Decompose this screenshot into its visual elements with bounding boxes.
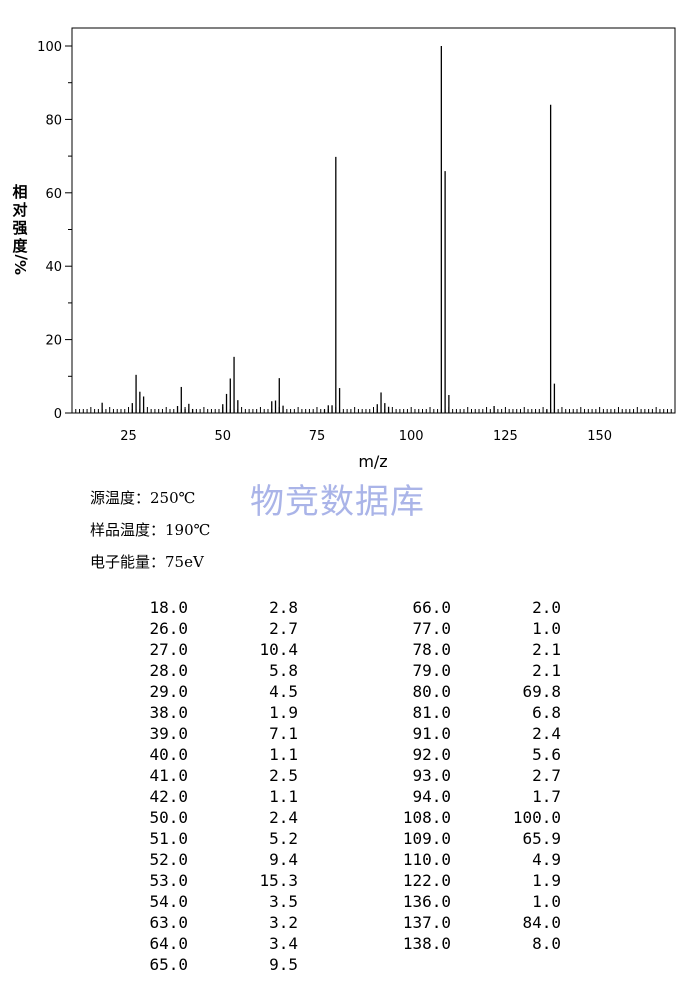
peak-mz: 138.0	[402, 934, 451, 953]
peak-mz: 80.0	[412, 682, 451, 701]
peak-mz: 54.0	[149, 892, 188, 911]
peak-intensity: 2.4	[532, 724, 561, 743]
y-tick-label: 20	[45, 334, 62, 349]
peak-intensity: 2.7	[532, 766, 561, 785]
peak-mz: 136.0	[402, 892, 451, 911]
y-axis-label-char: 对	[12, 201, 27, 219]
peak-mz: 52.0	[149, 850, 188, 869]
peak-mz: 64.0	[149, 934, 188, 953]
peak-mz: 92.0	[412, 745, 451, 764]
peak-intensity: 1.1	[269, 787, 298, 806]
y-tick-labels: 0 20 40 60 80 100	[37, 40, 72, 422]
peak-mz: 77.0	[412, 619, 451, 638]
peak-intensity: 2.8	[269, 598, 298, 617]
peak-intensity: 1.0	[532, 892, 561, 911]
peak-intensity: 3.2	[269, 913, 298, 932]
peak-intensity: 3.4	[269, 934, 298, 953]
peak-mz: 39.0	[149, 724, 188, 743]
source-temperature: 源温度：250℃	[90, 489, 196, 507]
watermark: 物竞数据库	[250, 482, 425, 522]
peak-intensity: 2.7	[269, 619, 298, 638]
peak-intensity: 4.9	[532, 850, 561, 869]
peak-mz: 50.0	[149, 808, 188, 827]
peak-intensity: 100.0	[512, 808, 561, 827]
peak-intensity: 1.1	[269, 745, 298, 764]
peak-bars	[101, 46, 556, 413]
x-tick-label: 100	[399, 429, 424, 444]
peak-mz: 40.0	[149, 745, 188, 764]
peak-mz: 51.0	[149, 829, 188, 848]
peak-intensity: 69.8	[522, 682, 561, 701]
peak-mz: 93.0	[412, 766, 451, 785]
peak-mz: 41.0	[149, 766, 188, 785]
peak-mz: 108.0	[402, 808, 451, 827]
peak-mz: 65.0	[149, 955, 188, 974]
peak-mz: 26.0	[149, 619, 188, 638]
plot-frame	[71, 27, 676, 414]
peak-intensity: 9.5	[269, 955, 298, 974]
peak-intensity: 10.4	[259, 640, 298, 659]
x-tick-label: 125	[493, 429, 518, 444]
minor-ticks	[71, 407, 676, 413]
y-tick-label: 100	[37, 40, 62, 55]
peak-intensity: 5.8	[269, 661, 298, 680]
peak-mz: 110.0	[402, 850, 451, 869]
peak-intensity: 7.1	[269, 724, 298, 743]
peak-mz: 38.0	[149, 703, 188, 722]
peak-mz: 63.0	[149, 913, 188, 932]
peak-mz: 122.0	[402, 871, 451, 890]
peak-intensity: 2.0	[532, 598, 561, 617]
peak-mz: 53.0	[149, 871, 188, 890]
x-tick-label: 50	[214, 429, 231, 444]
peak-intensity: 84.0	[522, 913, 561, 932]
peak-mz: 137.0	[402, 913, 451, 932]
peak-mz: 79.0	[412, 661, 451, 680]
peak-intensity: 2.4	[269, 808, 298, 827]
sample-temperature: 样品温度：190℃	[90, 521, 211, 539]
peak-mz: 18.0	[149, 598, 188, 617]
peak-intensity: 5.2	[269, 829, 298, 848]
electron-energy: 电子能量：75eV	[90, 553, 204, 571]
peak-mz: 94.0	[412, 787, 451, 806]
y-axis-label-char: 度	[12, 237, 28, 255]
peak-intensity: 2.1	[532, 661, 561, 680]
peak-mz: 66.0	[412, 598, 451, 617]
peak-intensity: 1.7	[532, 787, 561, 806]
x-tick-label: 150	[587, 429, 612, 444]
peak-intensity: 5.6	[532, 745, 561, 764]
peak-intensity: 15.3	[259, 871, 298, 890]
y-tick-label: 60	[45, 187, 62, 202]
y-axis-label-unit: %/	[12, 254, 30, 275]
peak-intensity: 1.9	[532, 871, 561, 890]
y-tick-label: 40	[45, 260, 62, 275]
peak-mz: 29.0	[149, 682, 188, 701]
peak-intensity: 1.9	[269, 703, 298, 722]
peak-mz: 91.0	[412, 724, 451, 743]
x-tick-label: 25	[120, 429, 137, 444]
peak-intensity: 4.5	[269, 682, 298, 701]
y-axis-label-char: 相	[12, 183, 27, 201]
peak-intensity: 3.5	[269, 892, 298, 911]
peak-intensity: 6.8	[532, 703, 561, 722]
x-tick-labels: 25 50 75 100 125 150	[120, 429, 612, 444]
peak-mz: 42.0	[149, 787, 188, 806]
peak-mz: 109.0	[402, 829, 451, 848]
peak-mz: 81.0	[412, 703, 451, 722]
peak-intensity: 9.4	[269, 850, 298, 869]
y-tick-label: 0	[54, 407, 62, 422]
peak-intensity: 65.9	[522, 829, 561, 848]
peak-mz: 27.0	[149, 640, 188, 659]
peak-intensity: 8.0	[532, 934, 561, 953]
peak-intensity: 2.1	[532, 640, 561, 659]
peak-mz: 78.0	[412, 640, 451, 659]
peak-intensity: 2.5	[269, 766, 298, 785]
y-tick-label: 80	[45, 113, 62, 128]
peak-mz: 28.0	[149, 661, 188, 680]
x-tick-label: 75	[309, 429, 326, 444]
x-axis-label: m/z	[358, 452, 387, 471]
y-axis-label-char: 强	[12, 219, 27, 237]
peak-intensity: 1.0	[532, 619, 561, 638]
